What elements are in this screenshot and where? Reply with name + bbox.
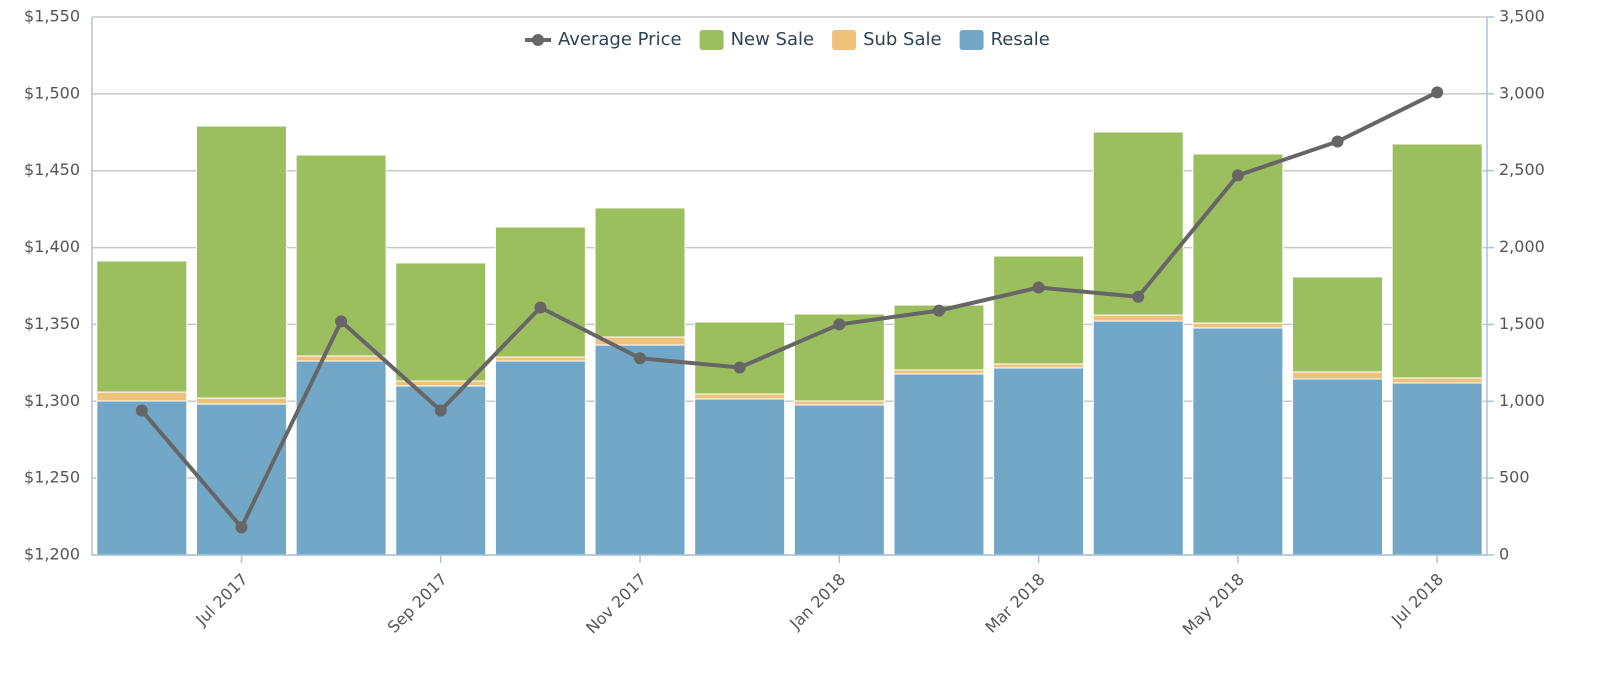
bar-segment: [1391, 382, 1483, 556]
line-marker: [534, 301, 547, 314]
bar-segment: [993, 363, 1085, 369]
bar-segment: [1292, 371, 1384, 380]
x-tick-label: Jul 2017: [191, 570, 251, 630]
x-tick-label: Jul 2018: [1387, 570, 1447, 630]
x-tick-label: May 2018: [1179, 570, 1248, 639]
line-marker: [634, 352, 647, 365]
bar-segment: [1192, 327, 1284, 556]
y-tick-label: $1,250: [24, 468, 80, 487]
line-marker: [1431, 86, 1444, 99]
x-tick-label: Mar 2018: [981, 570, 1048, 637]
line-marker: [1231, 169, 1244, 182]
line-marker: [335, 315, 348, 328]
bar-segment: [1292, 276, 1384, 373]
x-tick-label: Sep 2017: [384, 570, 451, 637]
line-marker: [135, 404, 148, 417]
y-tick-label: $1,200: [24, 545, 80, 564]
legend-marker: [532, 34, 544, 46]
y-tick-label: $1,400: [24, 237, 80, 256]
line: [140, 90, 1439, 531]
bar-segment: [1292, 378, 1384, 556]
legend-swatch: [699, 30, 724, 50]
y-tick-label: $1,450: [24, 160, 80, 179]
bar-segment: [1192, 322, 1284, 329]
bar-segment: [893, 373, 985, 556]
bar-segment: [494, 226, 586, 358]
bar-segment: [1391, 377, 1483, 384]
line-marker: [1132, 290, 1145, 303]
bar-segment: [694, 398, 786, 556]
bar-segment: [594, 344, 686, 556]
bar-segment: [1192, 153, 1284, 324]
line-marker: [833, 318, 846, 331]
bar-segment: [694, 393, 786, 400]
legend-text: Sub Sale: [863, 29, 942, 50]
bar-segment: [694, 321, 786, 395]
line-marker: [1032, 281, 1045, 294]
legend: Average Price New Sale Sub Sale Resale: [525, 29, 1050, 50]
y-tick-label: $1,350: [24, 314, 80, 333]
bar-segment: [893, 369, 985, 375]
bar-segment: [96, 260, 188, 393]
bar-segment: [993, 255, 1085, 365]
bar-segment: [793, 404, 885, 556]
legend-text: Average Price: [558, 29, 682, 50]
x-tick-label: Nov 2017: [582, 570, 650, 638]
bar-segment: [1092, 320, 1184, 556]
bar-segment: [594, 207, 686, 338]
y2-tick-label: 1,500: [1499, 314, 1545, 333]
bar-segment: [295, 355, 387, 362]
bar-segment: [494, 360, 586, 556]
bar-segment: [1092, 314, 1184, 322]
legend-swatch: [959, 30, 984, 50]
line-marker: [932, 304, 945, 317]
bar-segment: [195, 397, 287, 405]
legend-swatch: [832, 30, 857, 50]
line-marker: [1331, 135, 1344, 148]
bar-segment: [395, 262, 487, 382]
y2-tick-label: 2,000: [1499, 237, 1545, 256]
y-tick-label: $1,300: [24, 391, 80, 410]
y2-tick-label: 2,500: [1499, 160, 1545, 179]
line-marker: [733, 361, 746, 374]
y-tick-label: $1,550: [24, 7, 80, 26]
y2-tick-label: 0: [1499, 545, 1509, 564]
bar-segment: [993, 367, 1085, 556]
bar-segment: [96, 400, 188, 556]
bar-segment: [1092, 131, 1184, 316]
y2-tick-label: 1,000: [1499, 391, 1545, 410]
bar-segment: [96, 391, 188, 402]
bar-segment: [494, 356, 586, 362]
bar-segment: [1391, 143, 1483, 379]
bar-segment: [793, 400, 885, 406]
bar-segment: [195, 125, 287, 399]
bar-segment: [295, 360, 387, 556]
y2-tick-label: 3,000: [1499, 83, 1545, 102]
legend-text: Resale: [991, 29, 1050, 50]
x-tick-label: Jan 2018: [785, 570, 849, 634]
legend-text: New Sale: [731, 29, 815, 50]
line-marker: [434, 404, 447, 417]
y2-tick-label: 500: [1499, 468, 1530, 487]
y2-tick-label: 3,500: [1499, 7, 1545, 26]
y-tick-label: $1,500: [24, 83, 80, 102]
line-marker: [235, 521, 248, 534]
